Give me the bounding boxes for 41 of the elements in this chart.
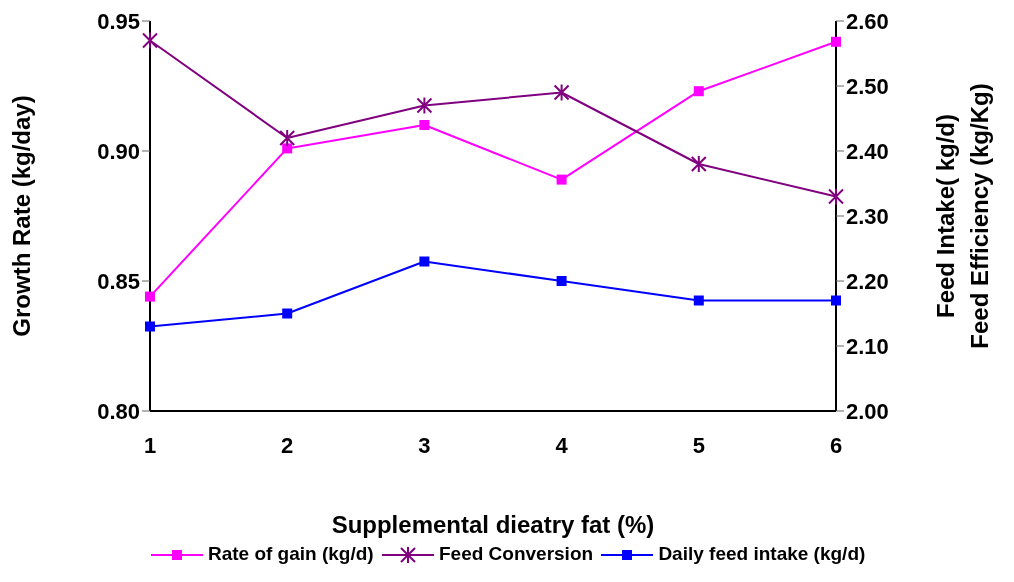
legend-label: Rate of gain (kg/d) [206,543,374,565]
y-tick-label: 0.90 [97,138,140,164]
point [831,295,841,306]
x-tick-label: 6 [829,432,843,458]
y2-tick-label: 2.60 [846,8,889,34]
x-tick-label: 1 [143,432,157,458]
point [419,120,430,130]
x-tick-label: 5 [692,432,705,458]
x-tick-label: 4 [555,432,569,458]
y2-tick-label: 2.30 [846,203,889,229]
y2-tick-label: 2.10 [846,333,889,359]
point [828,187,844,206]
legend-label: Feed Conversion [437,543,594,565]
x-tick-label: 3 [418,432,431,458]
point [416,96,433,115]
y-tick-label: 0.85 [97,268,140,294]
point [282,308,293,319]
y2-tick-label: 2.50 [846,73,889,99]
y-tick-label: 0.95 [97,8,140,34]
point [556,276,567,286]
y2-tick-label: 2.40 [846,138,889,164]
point [556,174,567,185]
point [142,31,158,50]
x-axis-title: Supplemental dieatry fat (%) [331,511,655,538]
point [831,36,841,47]
point [690,155,707,173]
y2-tick-label: 2.20 [846,268,889,294]
y2-tick-label: 2.00 [846,398,889,424]
legend-label: Daily feed intake (kg/d) [657,543,866,565]
point [282,143,293,154]
point [279,129,296,147]
point [145,291,155,302]
y-tick-label: 0.80 [97,398,140,424]
point [419,256,430,267]
point [553,83,570,102]
y-axis-title: Growth Rate (kg/day) [8,95,35,337]
point [693,295,704,306]
point [693,86,704,97]
point [145,321,155,332]
x-tick-label: 2 [281,432,294,458]
y2-axis-title: Feed Intake( kg/d) Feed Efficiency (kg/Kg) [932,83,993,349]
